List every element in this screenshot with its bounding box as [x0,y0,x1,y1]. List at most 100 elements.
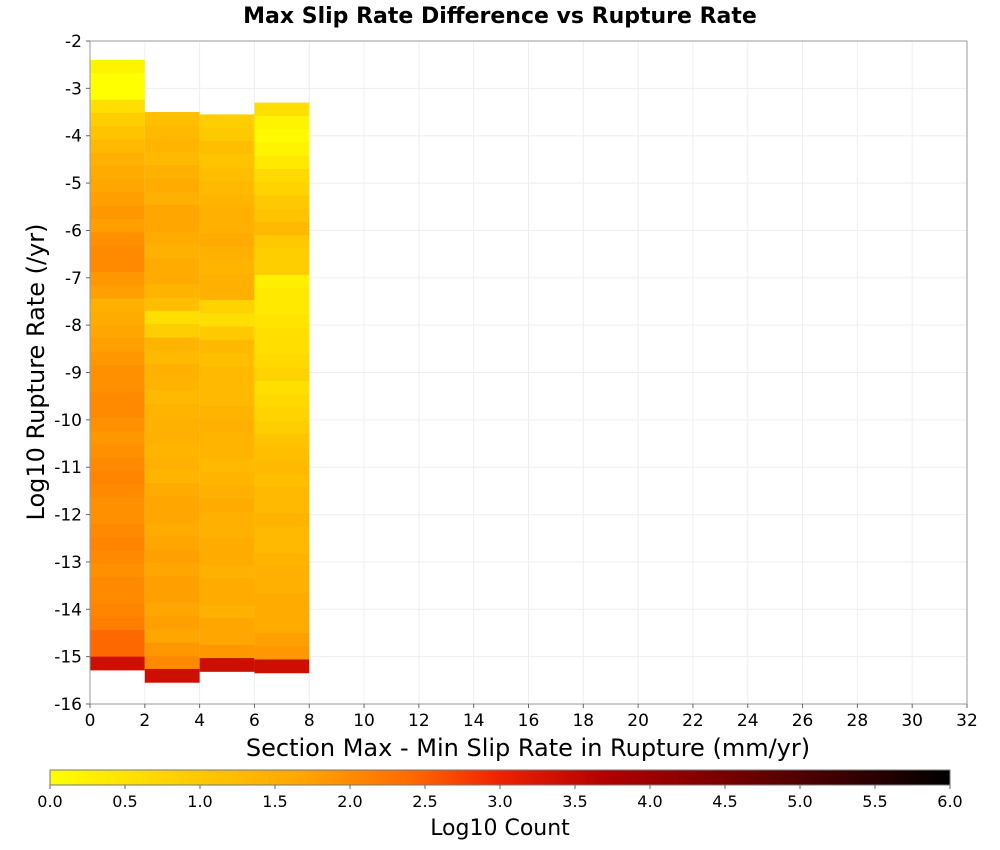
y-tick-label: -5 [65,174,82,194]
heatmap-cell [90,563,145,578]
heatmap-cell [199,459,255,473]
heatmap-cell [254,288,310,302]
heatmap-cell [199,286,255,301]
heatmap-cell [144,430,200,445]
heatmap-cell [254,487,310,501]
x-tick-label: 10 [353,711,375,731]
heatmap-cell [90,643,145,658]
heatmap-cell [90,232,145,247]
heatmap-cell [199,392,255,407]
heatmap-cell [144,165,200,179]
heatmap-cell [199,273,255,288]
heatmap-cell [254,327,310,342]
heatmap-cell [144,310,200,325]
heatmap-cell [254,553,310,568]
heatmap-cell [199,220,255,235]
heatmap-cell [144,363,200,378]
heatmap-cell [199,578,255,593]
heatmap-cell [90,285,145,300]
heatmap-cell [254,434,310,448]
heatmap-cell [199,140,255,155]
colorbar-tick-label: 3.0 [487,792,512,811]
heatmap-cell [90,99,145,114]
heatmap-cell [90,616,145,631]
heatmap-cell [254,341,310,356]
heatmap-cell [90,391,145,406]
x-tick-label: 26 [792,711,814,731]
y-tick-label: -11 [54,458,82,478]
heatmap-cell [144,403,200,418]
heatmap-cell [199,644,255,659]
x-tick-label: 12 [408,711,430,731]
x-tick-label: 28 [847,711,869,731]
heatmap-cell [254,129,310,143]
heatmap-cell [90,630,145,644]
heatmap-cell [90,484,145,499]
heatmap-cell [254,115,310,130]
heatmap-cell [254,354,310,369]
y-axis-label: Log10 Rupture Rate (/yr) [22,224,50,521]
heatmap-cell [199,445,255,460]
heatmap-cell [90,219,145,233]
y-tick-label: -9 [65,364,82,384]
heatmap-cell [254,646,310,660]
heatmap-cell [254,301,310,316]
heatmap-cell [254,632,310,647]
heatmap-cell [90,311,145,326]
heatmap-cell [199,207,255,221]
heatmap-cell [254,460,310,475]
heatmap-cell [144,350,200,365]
heatmap-cell [254,168,310,183]
heatmap-cell [254,579,310,594]
heatmap-cell [144,151,200,166]
heatmap-cell [90,590,145,605]
chart-title: Max Slip Rate Difference vs Rupture Rate [243,4,757,29]
x-axis-ticks: 0 2 4 6 8 10 12 14 16 18 20 22 24 26 28 30 32 [85,704,978,731]
heatmap-cell [199,300,255,314]
heatmap-cell [144,589,200,604]
heatmap-cell [90,126,145,141]
heatmap-cell [90,497,145,512]
heatmap-cell [199,485,255,500]
heatmap-cell [254,606,310,621]
heatmap-cell [144,655,200,670]
heatmap-cell [199,260,255,275]
heatmap-cell [254,420,310,435]
x-tick-label: 14 [463,711,485,731]
heatmap-cell [144,112,200,126]
y-tick-label: -8 [65,316,82,336]
heatmap-cell [254,447,310,462]
heatmap-cell [144,204,200,219]
y-tick-label: -13 [54,553,82,573]
heatmap-cell [90,112,145,127]
heatmap-cell [144,257,200,272]
colorbar-tick-label: 6.0 [937,792,962,811]
heatmap-cell [90,139,145,154]
x-tick-label: 32 [956,711,978,731]
x-tick-label: 18 [572,711,594,731]
heatmap-cell [144,483,200,498]
heatmap-cell [90,537,145,552]
heatmap-cell [199,379,255,394]
heatmap-cell [199,419,255,434]
heatmap-cell [144,284,200,299]
heatmap-cell [90,325,145,339]
heatmap-cell [199,472,255,487]
heatmap-cell [254,500,310,515]
heatmap-cell [144,576,200,590]
heatmap-cell [90,577,145,591]
heatmap-cell [254,593,310,607]
heatmap-cell [90,338,145,353]
y-axis-ticks: -2 -3 -4 -5 -6 -7 -8 -9 -10 -11 -12 -13 -14 -15 -16 [54,32,90,715]
heatmap-cell [199,233,255,248]
heatmap-cell [144,615,200,630]
heatmap-cell [90,404,145,419]
heatmap-cell [199,127,255,142]
heatmap-cell [144,178,200,193]
heatmap-cell [144,496,200,511]
heatmap-cell [254,407,310,422]
x-tick-label: 22 [682,711,704,731]
heatmap-cell [144,523,200,537]
heatmap-cell [144,562,200,577]
heatmap-cell [90,298,145,313]
